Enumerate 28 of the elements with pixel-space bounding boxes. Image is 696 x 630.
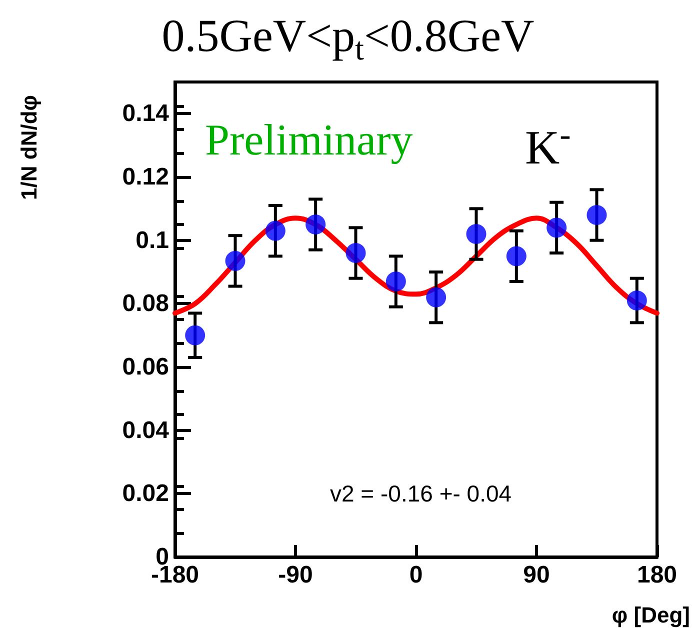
point (626, 290, 647, 310)
annotation: K- (525, 116, 571, 175)
x-axis-title: φ [Deg] (612, 602, 690, 628)
y-tick-label: 0.12 (122, 164, 169, 190)
point (225, 250, 246, 271)
point (265, 220, 286, 241)
point (386, 272, 406, 292)
y-tick-label: 0.04 (122, 416, 170, 444)
y-tick-label: 0.1 (136, 226, 169, 254)
point (185, 325, 206, 346)
point (506, 246, 526, 266)
point (426, 287, 446, 308)
x-tick-label: -90 (278, 562, 313, 588)
x-tick-label: 180 (636, 562, 678, 588)
point (586, 205, 607, 225)
x-tick-label: 90 (523, 562, 550, 588)
point (546, 218, 567, 238)
point (466, 224, 486, 244)
y-tick-label: 0.06 (122, 354, 169, 380)
y-axis-title: 1/N dN/dφ (16, 94, 42, 200)
annotation: Preliminary (205, 116, 413, 164)
y-tick-label: 0.08 (122, 290, 169, 318)
annotation: v2 = -0.16 +- 0.04 (330, 480, 512, 506)
x-tick-label: 0 (409, 562, 423, 588)
point (306, 214, 326, 234)
y-tick-label: 0.14 (122, 100, 170, 128)
point (346, 243, 366, 263)
y-tick-label: 0.02 (122, 480, 169, 508)
